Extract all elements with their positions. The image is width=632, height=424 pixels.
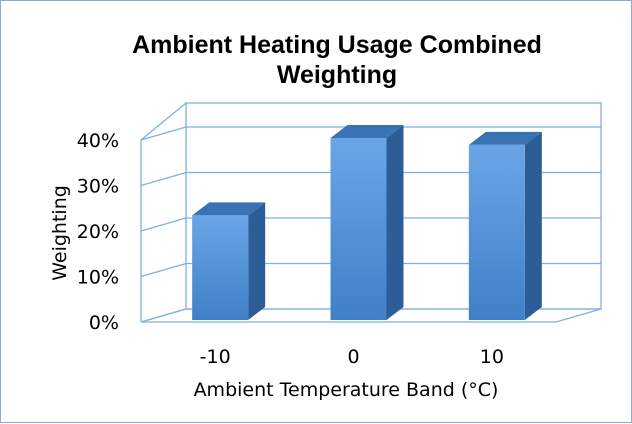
y-tick-label-1: 10% [77, 267, 119, 289]
bars [192, 125, 542, 320]
chart-title-line-2: Weighting [277, 61, 397, 89]
gridlines [140, 126, 601, 323]
y-tick-label-2: 20% [77, 221, 119, 243]
y-axis-label: Weighting [49, 185, 71, 281]
bar-top-2 [468, 131, 542, 145]
x-tick-label-2: 10 [480, 346, 504, 368]
gridline-1 [140, 262, 601, 278]
bar-front-1 [330, 138, 387, 320]
bar-side-2 [524, 131, 542, 320]
bar-top-0 [192, 202, 266, 216]
chart-title-line-1: Ambient Heating Usage Combined [132, 31, 542, 59]
bar-front-2 [468, 144, 525, 320]
bar-side-0 [248, 202, 266, 320]
x-axis-ticks: -10 0 10 [200, 346, 504, 368]
bar-top-1 [330, 125, 404, 138]
y-tick-label-4: 40% [77, 130, 119, 152]
floor [141, 308, 602, 323]
x-tick-label-0: -10 [200, 346, 231, 368]
x-axis-label: Ambient Temperature Band (°C) [194, 379, 499, 401]
bar-side-1 [386, 125, 404, 320]
side-wall [140, 102, 187, 323]
bar-0 [192, 202, 266, 320]
gridline-2 [140, 217, 601, 232]
y-tick-label-3: 30% [77, 176, 119, 198]
gridline-3 [140, 171, 601, 187]
gridline-0 [140, 308, 601, 323]
bar-2 [468, 131, 542, 320]
bar-1 [330, 125, 404, 320]
y-axis-ticks: 0% 10% 20% 30% 40% [77, 130, 119, 334]
x-tick-label-1: 0 [347, 346, 359, 368]
gridline-4 [140, 126, 601, 141]
y-tick-label-0: 0% [89, 312, 119, 334]
bar-front-0 [192, 215, 249, 320]
